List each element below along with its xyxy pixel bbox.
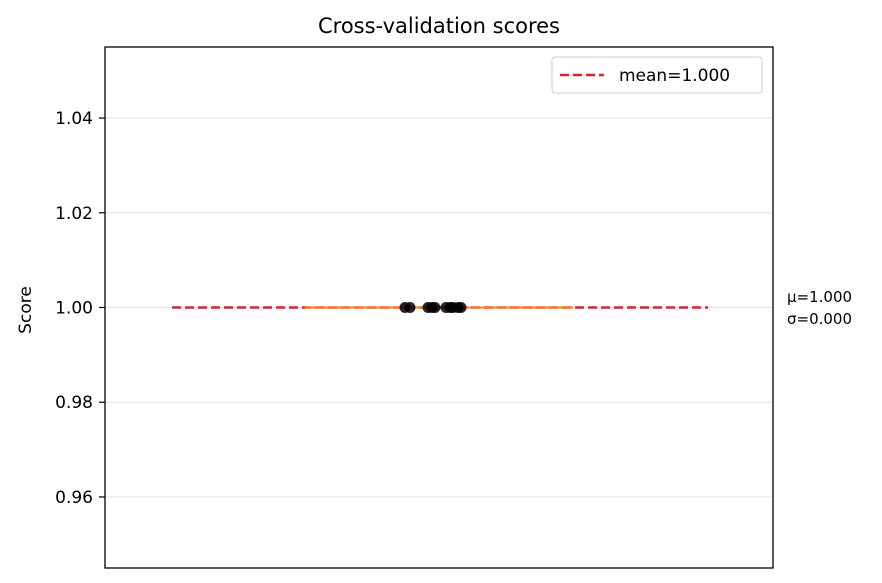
y-tick-label: 1.04 <box>55 109 93 129</box>
plot-frame <box>104 46 774 569</box>
legend: mean=1.000 <box>551 56 763 94</box>
chart-title: Cross-validation scores <box>318 14 560 38</box>
score-point <box>455 302 467 313</box>
y-tick-label: 0.98 <box>55 393 93 413</box>
legend-mean-label: mean=1.000 <box>619 66 730 86</box>
y-axis-label: Score <box>16 286 36 334</box>
score-point <box>429 302 441 313</box>
y-tick-label: 0.96 <box>55 488 93 508</box>
y-ticks: 0.96 0.98 1.00 1.02 1.04 <box>55 109 105 508</box>
y-tick-label: 1.02 <box>55 204 93 224</box>
annotation-mu: μ=1.000 <box>787 288 852 306</box>
plot-marks <box>172 302 708 313</box>
annotation-sigma: σ=0.000 <box>787 310 852 328</box>
score-point <box>404 302 416 313</box>
y-tick-label: 1.00 <box>55 299 93 319</box>
legend-box <box>551 56 763 94</box>
